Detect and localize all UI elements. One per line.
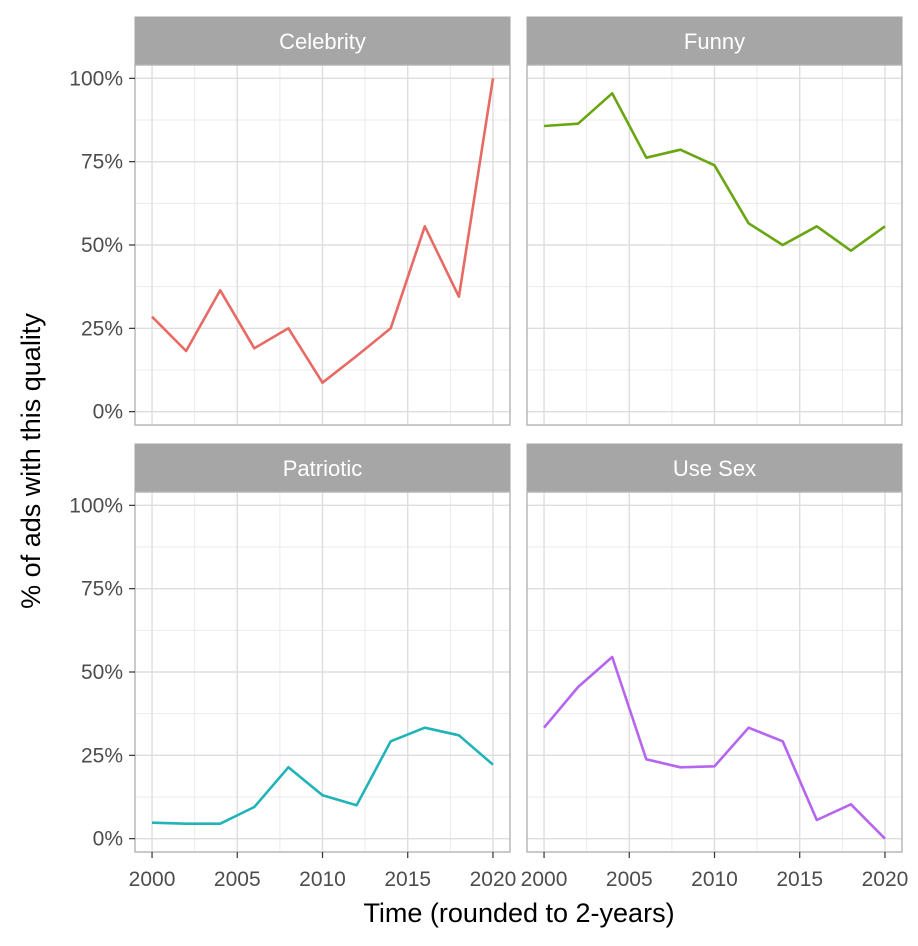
x-tick-label: 2010 <box>691 868 738 891</box>
x-tick-label: 2000 <box>129 868 176 891</box>
y-tick-label: 25% <box>81 744 123 767</box>
x-tick-label: 2000 <box>521 868 568 891</box>
strip-label: Use Sex <box>673 456 756 481</box>
strip-label: Funny <box>684 29 745 54</box>
y-tick-label: 50% <box>81 661 123 684</box>
y-tick-label: 0% <box>93 401 123 424</box>
x-tick-label: 2020 <box>470 868 517 891</box>
panel-border <box>526 64 903 426</box>
y-tick-label: 75% <box>81 578 123 601</box>
y-tick-label: 100% <box>69 67 123 90</box>
strip-background <box>526 443 903 493</box>
y-tick-label: 75% <box>81 151 123 174</box>
x-tick-label: 2005 <box>606 868 653 891</box>
y-tick-label: 0% <box>93 828 123 851</box>
series-line-use-sex <box>543 655 886 840</box>
series-line-celebrity <box>151 78 495 385</box>
x-tick-label: 2015 <box>384 868 431 891</box>
x-axis-title: Time (rounded to 2-years) <box>363 898 674 928</box>
series-line-patriotic <box>151 726 494 826</box>
panel-use-sex: Use Sex 2000 2005 2010 2015 2020 <box>521 443 909 891</box>
x-tick-label: 2005 <box>214 868 261 891</box>
strip-background <box>526 16 903 66</box>
strip-background <box>134 443 511 493</box>
y-tick-label: 25% <box>81 317 123 340</box>
y-tick-label: 100% <box>69 494 123 517</box>
y-axis-title: % of ads with this quality <box>16 313 46 609</box>
y-tick-label: 50% <box>81 234 123 257</box>
x-tick-label: 2010 <box>299 868 346 891</box>
series-line-funny <box>543 92 886 252</box>
panel-celebrity: Celebrity 0% 25% 50% 75% 100% <box>69 16 511 426</box>
x-tick-label: 2020 <box>862 868 909 891</box>
strip-label: Celebrity <box>279 29 366 54</box>
panel-patriotic: Patriotic 0% 25% 50% 75% 100% 2000 2005 2010 2015… <box>69 443 517 891</box>
strip-label: Patriotic <box>283 456 362 481</box>
x-tick-label: 2015 <box>776 868 823 891</box>
strip-background <box>134 16 511 66</box>
panels: Celebrity 0% 25% 50% 75% 100% Funny Patriotic 0%… <box>69 16 909 891</box>
panel-funny: Funny <box>526 16 903 426</box>
